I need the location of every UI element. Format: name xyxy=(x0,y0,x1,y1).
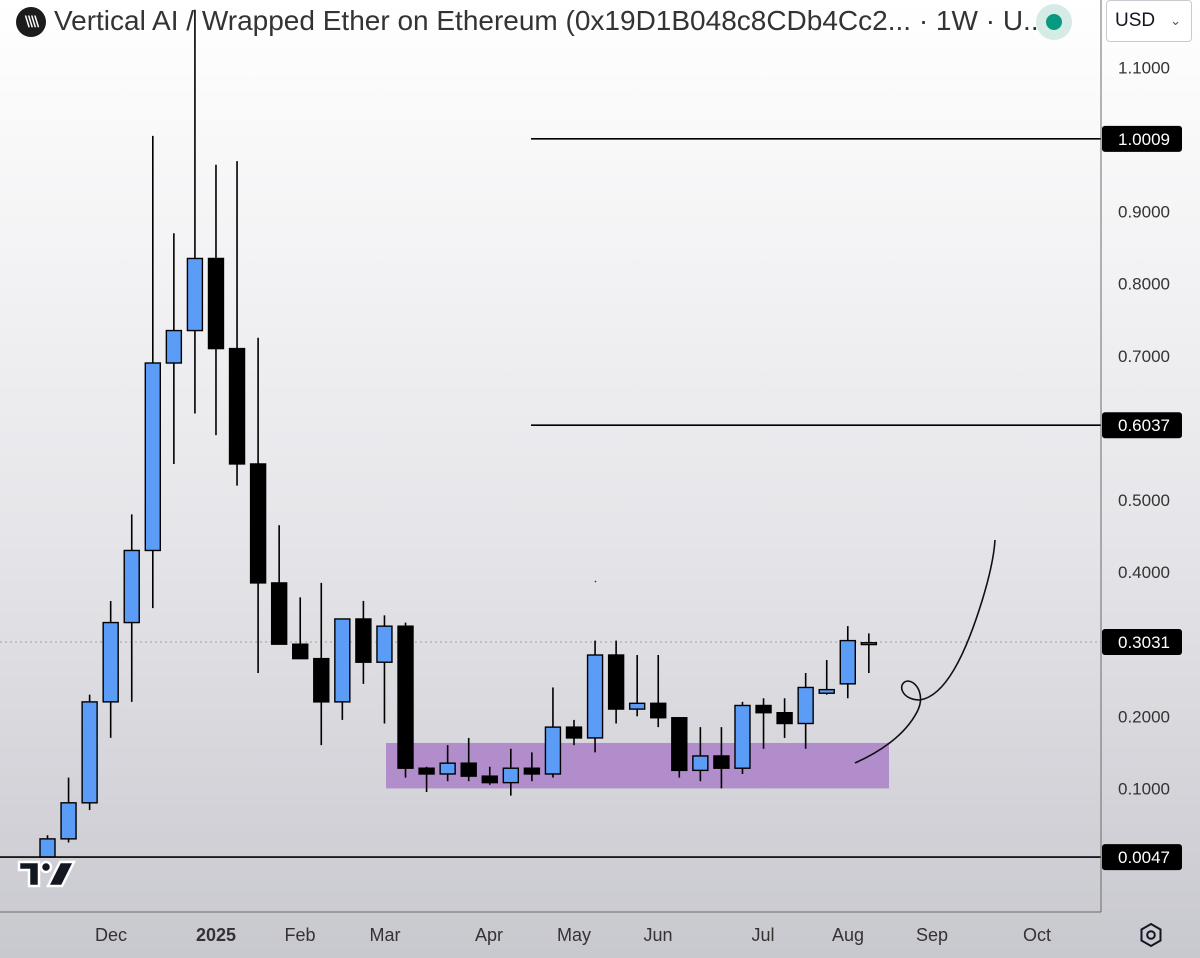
candle-body[interactable] xyxy=(481,775,498,784)
candle-body[interactable] xyxy=(186,257,204,332)
candle-body[interactable] xyxy=(81,701,98,804)
candle-body[interactable] xyxy=(607,654,625,710)
price-label-box xyxy=(1102,628,1182,655)
candle-body[interactable] xyxy=(713,755,730,769)
price-tick-label: 1.1000 xyxy=(1118,58,1170,77)
price-tick-label: 0.9000 xyxy=(1118,203,1170,222)
time-tick-label: Jun xyxy=(643,925,672,945)
candle-body[interactable] xyxy=(313,657,330,703)
chevron-down-icon: ⌄ xyxy=(1170,13,1181,28)
time-tick-label: Mar xyxy=(370,925,401,945)
candle-body[interactable] xyxy=(523,767,541,775)
candle-body[interactable] xyxy=(755,704,772,714)
candle-body[interactable] xyxy=(270,582,288,645)
chart-header: \\\\ Vertical AI / Wrapped Ether on Ethe… xyxy=(0,0,1100,44)
candle-body[interactable] xyxy=(60,802,77,840)
time-tick-label: Feb xyxy=(284,925,315,945)
candle-body[interactable] xyxy=(818,688,835,694)
annotation-dot xyxy=(594,580,597,583)
candle-body[interactable] xyxy=(565,726,583,739)
price-tick-label: 0.5000 xyxy=(1118,491,1170,510)
candle-body[interactable] xyxy=(776,711,793,725)
price-label-box xyxy=(1102,844,1182,871)
candle-body[interactable] xyxy=(860,642,878,646)
price-label-text: 0.3031 xyxy=(1118,633,1170,652)
candle-body[interactable] xyxy=(207,257,225,350)
market-status-indicator[interactable] xyxy=(1036,4,1072,40)
time-tick-label: May xyxy=(557,925,591,945)
candle-body[interactable] xyxy=(397,625,414,769)
price-label-box xyxy=(1102,125,1182,152)
vertical-ai-logo-icon[interactable]: \\\\ xyxy=(16,7,46,37)
price-tick-label: 0.7000 xyxy=(1118,347,1170,366)
candle-body[interactable] xyxy=(650,702,667,719)
symbol-title[interactable]: Vertical AI / Wrapped Ether on Ethereum … xyxy=(54,5,1047,36)
candle-body[interactable] xyxy=(628,702,646,710)
time-tick-label: Apr xyxy=(475,925,503,945)
time-tick-label: Sep xyxy=(916,925,948,945)
price-tick-label: 0.4000 xyxy=(1118,563,1170,582)
price-tick-label: 0.2000 xyxy=(1118,707,1170,726)
currency-select[interactable]: USD ⌄ xyxy=(1106,0,1192,42)
candle-body[interactable] xyxy=(797,686,814,725)
price-tick-label: 0.1000 xyxy=(1118,779,1170,798)
candle-body[interactable] xyxy=(439,762,456,775)
candle-body[interactable] xyxy=(165,329,183,364)
candle-body[interactable] xyxy=(39,838,56,858)
price-label-text: 1.0009 xyxy=(1118,130,1170,149)
projection-drawing[interactable] xyxy=(854,539,996,764)
candle-body[interactable] xyxy=(460,762,477,777)
price-label-text: 0.6037 xyxy=(1118,416,1170,435)
status-dot-icon xyxy=(1046,14,1062,30)
currency-value: USD xyxy=(1115,10,1156,31)
time-tick-label: 2025 xyxy=(196,925,236,945)
candle-body[interactable] xyxy=(839,639,856,685)
candle-body[interactable] xyxy=(502,767,520,784)
candle-body[interactable] xyxy=(102,621,119,703)
candle-body[interactable] xyxy=(228,347,246,465)
candle-body[interactable] xyxy=(544,726,562,775)
time-tick-label: Dec xyxy=(95,925,127,945)
candle-body[interactable] xyxy=(355,618,372,663)
time-tick-label: Oct xyxy=(1023,925,1051,945)
candle-body[interactable] xyxy=(734,704,751,769)
candle-body[interactable] xyxy=(418,767,435,775)
tradingview-logo-icon[interactable] xyxy=(16,856,76,890)
price-label-text: 0.0047 xyxy=(1118,848,1170,867)
candle-body[interactable] xyxy=(144,362,162,552)
candle-body[interactable] xyxy=(334,618,351,703)
candle-body[interactable] xyxy=(249,463,267,584)
candle-body[interactable] xyxy=(376,625,393,663)
price-tick-label: 0.8000 xyxy=(1118,275,1170,294)
candle-body[interactable] xyxy=(692,755,709,772)
price-label-box xyxy=(1102,412,1182,439)
time-tick-label: Jul xyxy=(751,925,774,945)
settings-icon[interactable] xyxy=(1138,922,1164,948)
candle-body[interactable] xyxy=(292,643,309,660)
time-tick-label: Aug xyxy=(832,925,864,945)
candle-body[interactable] xyxy=(586,654,604,739)
candle-body[interactable] xyxy=(671,717,688,772)
candle-body[interactable] xyxy=(123,549,140,624)
